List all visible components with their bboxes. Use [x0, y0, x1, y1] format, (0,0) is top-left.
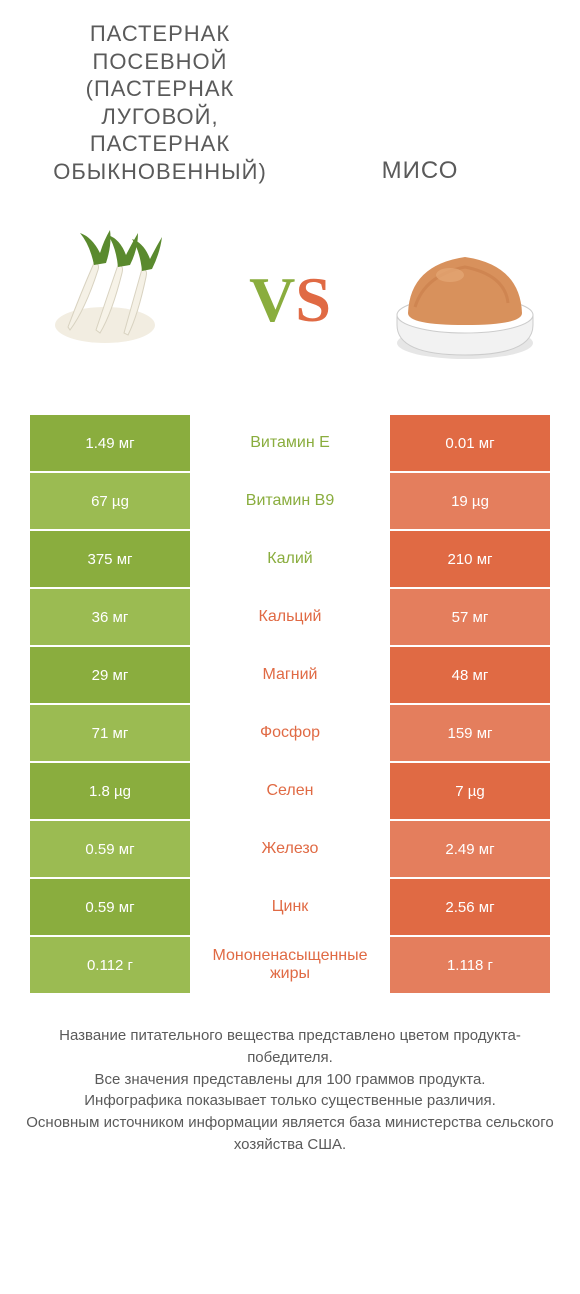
value-left: 1.49 мг [30, 415, 190, 471]
nutrient-label: Калий [190, 531, 390, 587]
table-row: 71 мгФосфор159 мг [30, 705, 550, 761]
vs-s: S [295, 264, 331, 335]
header: ПАСТЕРНАК ПОСЕВНОЙ (ПАСТЕРНАК ЛУГОВОЙ, П… [0, 0, 580, 195]
footer-line: Название питательного вещества представл… [20, 1025, 560, 1069]
value-right: 159 мг [390, 705, 550, 761]
footer-line: Инфографика показывает только существенн… [20, 1090, 560, 1112]
nutrient-label: Железо [190, 821, 390, 877]
value-right: 19 µg [390, 473, 550, 529]
table-row: 29 мгМагний48 мг [30, 647, 550, 703]
value-right: 210 мг [390, 531, 550, 587]
nutrient-label: Цинк [190, 879, 390, 935]
table-row: 0.59 мгЦинк2.56 мг [30, 879, 550, 935]
table-row: 67 µgВитамин B919 µg [30, 473, 550, 529]
nutrient-label: Мононенасыщенные жиры [190, 937, 390, 993]
footer-line: Основным источником информации является … [20, 1112, 560, 1156]
title-right: МИСО [290, 157, 550, 185]
value-left: 0.112 г [30, 937, 190, 993]
nutrient-label: Витамин E [190, 415, 390, 471]
food-image-left [30, 215, 200, 385]
value-right: 0.01 мг [390, 415, 550, 471]
value-left: 71 мг [30, 705, 190, 761]
table-row: 36 мгКальций57 мг [30, 589, 550, 645]
value-right: 2.49 мг [390, 821, 550, 877]
footer-notes: Название питательного вещества представл… [0, 995, 580, 1156]
value-left: 67 µg [30, 473, 190, 529]
table-row: 375 мгКалий210 мг [30, 531, 550, 587]
images-row: VS [0, 195, 580, 415]
value-right: 2.56 мг [390, 879, 550, 935]
value-left: 375 мг [30, 531, 190, 587]
vs-v: V [249, 264, 295, 335]
vs-label: VS [249, 263, 331, 337]
value-right: 1.118 г [390, 937, 550, 993]
value-left: 0.59 мг [30, 821, 190, 877]
nutrient-label: Кальций [190, 589, 390, 645]
value-left: 1.8 µg [30, 763, 190, 819]
food-image-right [380, 215, 550, 385]
value-right: 7 µg [390, 763, 550, 819]
nutrient-label: Витамин B9 [190, 473, 390, 529]
table-row: 1.49 мгВитамин E0.01 мг [30, 415, 550, 471]
nutrient-label: Магний [190, 647, 390, 703]
table-row: 0.59 мгЖелезо2.49 мг [30, 821, 550, 877]
table-row: 0.112 гМононенасыщенные жиры1.118 г [30, 937, 550, 993]
title-left: ПАСТЕРНАК ПОСЕВНОЙ (ПАСТЕРНАК ЛУГОВОЙ, П… [30, 20, 290, 185]
value-right: 48 мг [390, 647, 550, 703]
value-left: 29 мг [30, 647, 190, 703]
nutrient-label: Селен [190, 763, 390, 819]
table-row: 1.8 µgСелен7 µg [30, 763, 550, 819]
footer-line: Все значения представлены для 100 граммо… [20, 1069, 560, 1091]
nutrient-label: Фосфор [190, 705, 390, 761]
value-left: 0.59 мг [30, 879, 190, 935]
comparison-table: 1.49 мгВитамин E0.01 мг67 µgВитамин B919… [0, 415, 580, 993]
value-right: 57 мг [390, 589, 550, 645]
value-left: 36 мг [30, 589, 190, 645]
